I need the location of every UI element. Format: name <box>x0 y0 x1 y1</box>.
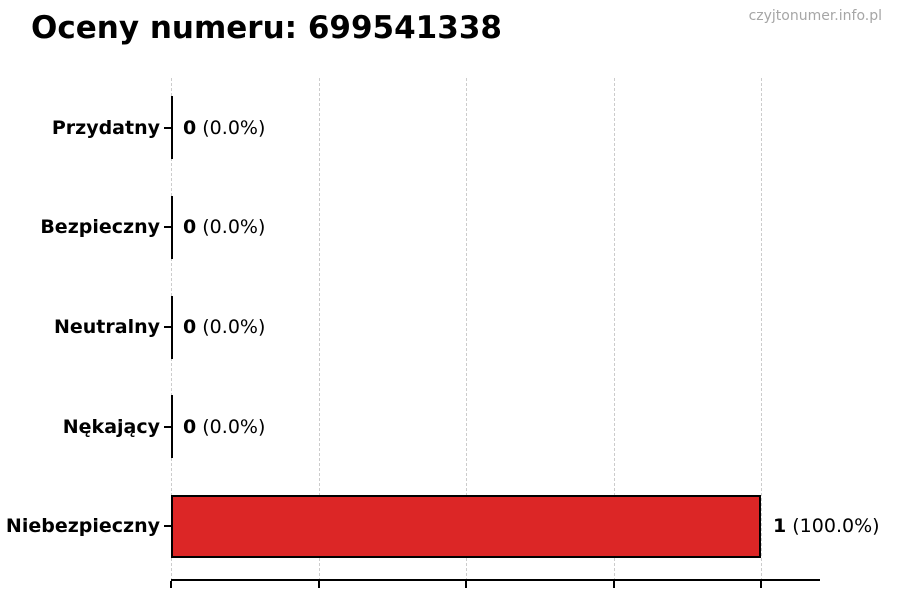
category-label: Nękający <box>62 415 160 438</box>
y-axis-tick <box>164 326 171 328</box>
category-label: Niebezpieczny <box>5 515 160 538</box>
category-label: Neutralny <box>53 316 160 338</box>
bar <box>171 494 761 558</box>
y-axis-tick <box>164 126 171 129</box>
x-axis-line <box>171 579 820 581</box>
value-percent: (0.0%) <box>196 116 266 139</box>
category-label: Bezpieczny <box>40 216 160 239</box>
value-count: 0 <box>183 415 197 438</box>
x-axis-tick <box>465 581 467 588</box>
value-count: 0 <box>183 116 197 139</box>
value-label: 0 (0.0%) <box>183 314 265 340</box>
vertical-gridline <box>466 78 467 581</box>
bar <box>171 295 173 359</box>
value-percent: (0.0%) <box>196 316 266 338</box>
bar <box>171 96 173 160</box>
value-label: 0 (0.0%) <box>183 115 265 141</box>
value-label: 0 (0.0%) <box>183 214 265 240</box>
vertical-gridline <box>613 78 615 581</box>
value-label: 1 (100.0%) <box>773 513 880 539</box>
vertical-gridline <box>761 78 762 581</box>
watermark-text: czyjtonumer.info.pl <box>748 8 882 24</box>
chart-title: Oceny numeru: 699541338 <box>31 10 502 46</box>
value-count: 1 <box>773 515 787 538</box>
x-axis-tick <box>317 581 320 588</box>
value-percent: (100.0%) <box>786 515 880 538</box>
bar <box>171 195 173 259</box>
value-count: 0 <box>183 216 197 239</box>
y-axis-tick <box>164 226 171 229</box>
value-count: 0 <box>183 316 197 338</box>
value-percent: (0.0%) <box>196 415 266 438</box>
x-axis-tick <box>612 581 615 588</box>
vertical-gridline <box>318 78 320 581</box>
y-axis-tick <box>164 425 171 428</box>
value-label: 0 (0.0%) <box>183 414 265 440</box>
category-label: Przydatny <box>51 116 160 139</box>
y-axis-tick <box>164 525 171 528</box>
bar <box>171 395 173 459</box>
x-axis-tick <box>170 581 172 588</box>
value-percent: (0.0%) <box>196 216 266 239</box>
x-axis-tick <box>760 581 762 588</box>
